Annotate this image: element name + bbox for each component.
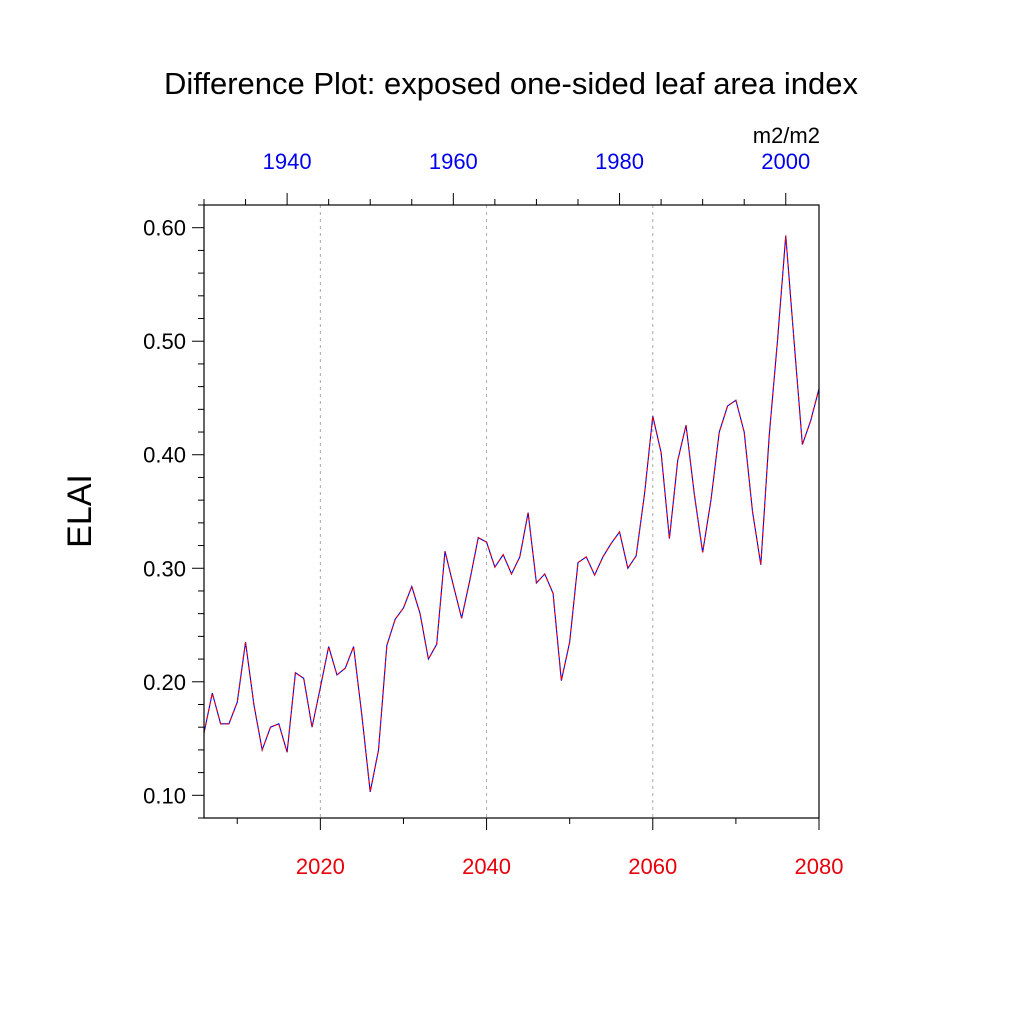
y-tick-label: 0.40 [143,443,186,468]
y-tick-label: 0.30 [143,556,186,581]
grid-lines [319,205,654,818]
axis-ticks [192,193,820,830]
units-label: m2/m2 [753,123,820,148]
tick-labels: 0.10 0.20 0.30 0.40 0.50 0.60 2020 2040 2060 2080… [143,149,843,879]
top-tick-label: 1980 [595,149,644,174]
bottom-tick-label: 2040 [462,854,511,879]
chart-title: Difference Plot: exposed one-sided leaf … [164,66,858,101]
top-tick-label: 1960 [429,149,478,174]
series-line-solid [203,235,820,792]
series-line-dashed [203,235,820,792]
series-layer [203,235,820,792]
y-axis-label: ELAI [61,474,99,548]
bottom-tick-label: 2060 [628,854,677,879]
top-tick-label: 2000 [761,149,810,174]
plot-frame [203,204,820,819]
bottom-tick-label: 2080 [795,854,844,879]
bottom-tick-label: 2020 [296,854,345,879]
y-tick-label: 0.10 [143,783,186,808]
y-tick-label: 0.20 [143,670,186,695]
y-tick-label: 0.50 [143,329,186,354]
top-tick-label: 1940 [263,149,312,174]
y-tick-label: 0.60 [143,216,186,241]
